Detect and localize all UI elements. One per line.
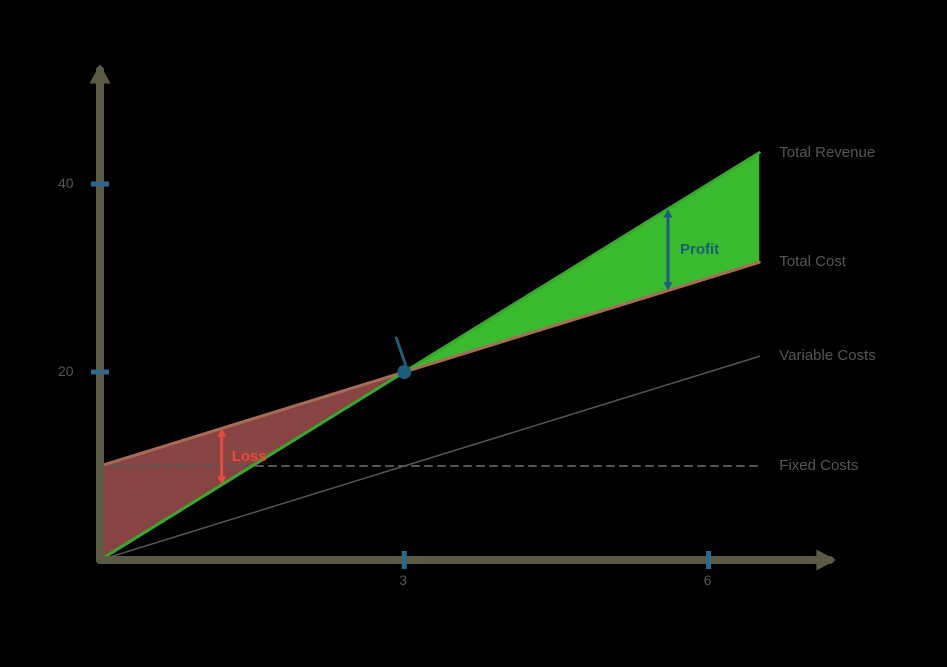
breakeven-chart: 3 6 20 40 Total Revenue Total Cost Variable Co… <box>0 0 947 667</box>
chart-svg <box>0 0 947 667</box>
total-cost-line <box>100 262 759 466</box>
x-tick-label: 6 <box>704 572 712 588</box>
x-tick-label: 3 <box>399 572 407 588</box>
fixed-costs-label: Fixed Costs <box>779 457 858 474</box>
total-revenue-label: Total Revenue <box>779 144 875 161</box>
total-cost-label: Total Cost <box>779 253 846 270</box>
breakeven-callout <box>396 338 405 364</box>
total-revenue-line <box>100 153 759 560</box>
profit-label: Profit <box>680 241 719 258</box>
y-tick-label: 40 <box>58 175 74 191</box>
variable-costs-label: Variable Costs <box>779 347 875 364</box>
breakeven-dot <box>397 365 411 379</box>
loss-label: Loss <box>232 448 267 465</box>
y-tick-label: 20 <box>58 363 74 379</box>
